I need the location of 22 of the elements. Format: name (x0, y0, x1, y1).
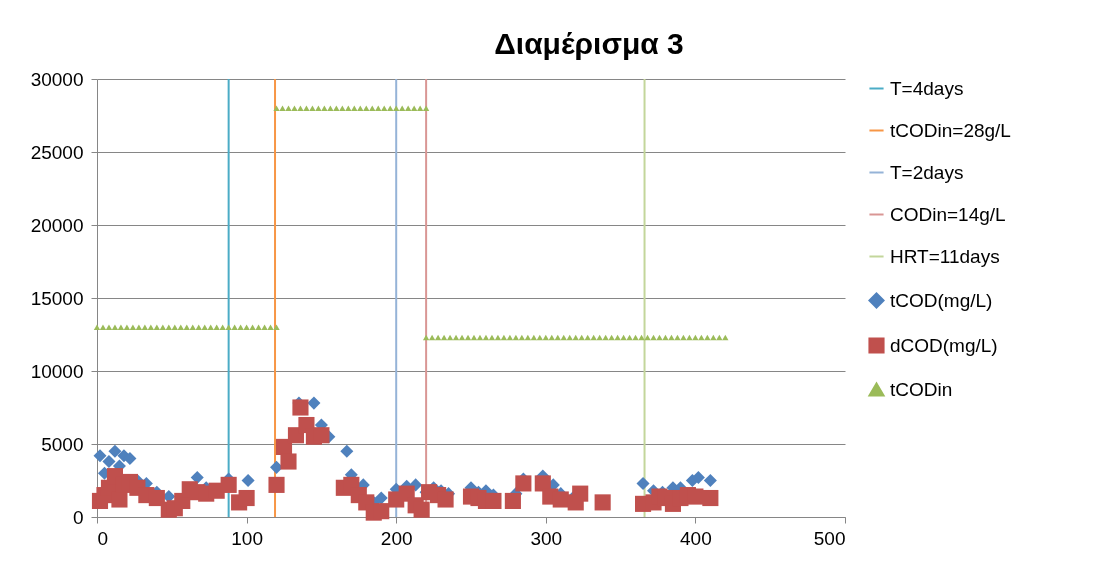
chart-title: Διαμέρισμα 3 (494, 27, 684, 60)
x-tick-label: 100 (231, 527, 263, 549)
legend-label: tCODin=28g/L (890, 119, 1011, 141)
x-tick-label: 300 (530, 527, 563, 549)
legend-label: tCOD(mg/L) (890, 289, 993, 311)
y-tick-label: 30000 (30, 68, 84, 90)
y-tick-label: 5000 (41, 433, 84, 455)
x-tick-label: 400 (680, 527, 712, 549)
y-tick-label: 10000 (30, 360, 84, 382)
x-tick-label: 0 (97, 527, 109, 549)
legend-label: dCOD(mg/L) (890, 334, 998, 356)
y-tick-label: 20000 (30, 214, 84, 236)
x-tick-label: 500 (813, 527, 846, 549)
legend-label: CODin=14g/L (890, 203, 1006, 225)
legend-label: T=2days (890, 161, 964, 183)
y-tick-label: 0 (72, 506, 84, 528)
y-tick-label: 25000 (30, 141, 84, 163)
x-tick-label: 200 (380, 527, 413, 549)
y-tick-label: 15000 (30, 287, 84, 309)
legend-label: tCODin (890, 378, 953, 400)
legend-label: T=4days (890, 77, 964, 99)
legend-label: HRT=11days (890, 245, 1000, 267)
